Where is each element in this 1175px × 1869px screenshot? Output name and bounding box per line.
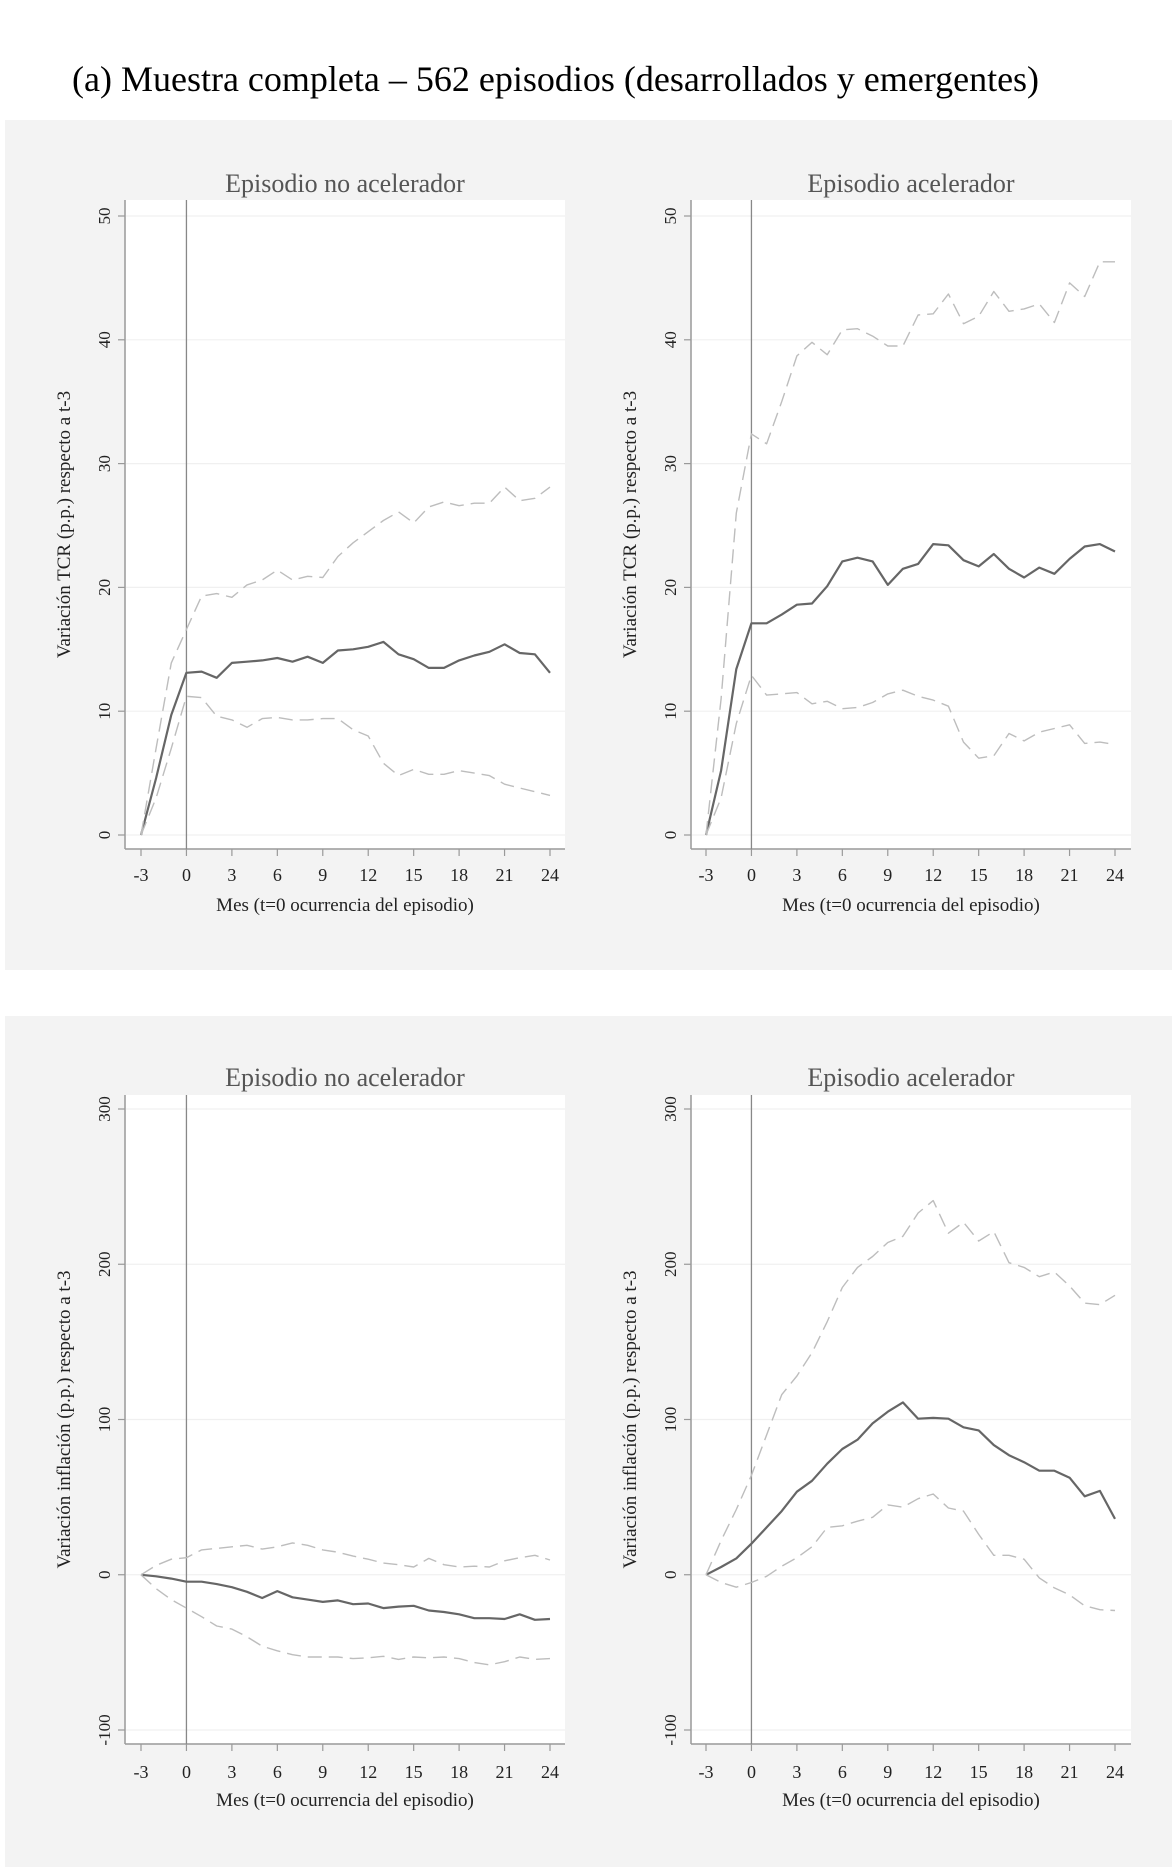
x-tick-label: 21: [496, 1762, 514, 1782]
upper-ci-line: [705, 261, 1115, 836]
mean-line: [140, 1573, 551, 1621]
y-tick-label: 50: [95, 208, 114, 225]
y-tick-label: 10: [95, 703, 114, 720]
chart-panel-1: Episodio no acelerador 0 10 20 30 40 50 -3 0 3 6 9 1…: [54, 169, 565, 916]
x-tick-label: 12: [924, 865, 942, 885]
x-tick-label: 6: [838, 1762, 847, 1782]
panel-title: Episodio acelerador: [807, 1063, 1015, 1092]
y-axis-label: Variación TCR (p.p.) respecto a t-3: [54, 391, 75, 658]
x-tick-label: -3: [699, 865, 714, 885]
x-tick-label: 9: [318, 865, 327, 885]
y-tick-label: 300: [95, 1096, 114, 1122]
x-tick-label: 0: [747, 1762, 756, 1782]
y-tick-label: 300: [661, 1096, 680, 1122]
panel-title: Episodio acelerador: [807, 169, 1015, 198]
x-tick-label: 3: [227, 865, 236, 885]
y-tick-label: 10: [661, 703, 680, 720]
y-tick-label: 20: [95, 579, 114, 596]
upper-ci-line: [140, 486, 551, 836]
x-tick-label: 15: [970, 1762, 988, 1782]
x-tick-label: 9: [883, 865, 892, 885]
x-tick-label: 6: [273, 1762, 282, 1782]
figure-title: (a) Muestra completa – 562 episodios (de…: [72, 59, 1040, 99]
x-tick-label: 18: [1015, 865, 1033, 885]
y-axis-label: Variación inflación (p.p.) respecto a t-…: [620, 1270, 641, 1568]
x-tick-label: 21: [1061, 1762, 1079, 1782]
mean-line: [705, 1401, 1116, 1576]
panel-title: Episodio no acelerador: [225, 1063, 465, 1092]
x-tick-label: 6: [838, 865, 847, 885]
x-tick-label: 9: [883, 1762, 892, 1782]
chart-panel-3: Episodio no acelerador -100 0 100 200 300 -3 0 3…: [54, 1063, 565, 1811]
y-tick-label: 0: [95, 1571, 114, 1580]
x-tick-label: 24: [541, 1762, 559, 1782]
y-tick-label: 200: [661, 1252, 680, 1278]
chart-panel-2: Episodio acelerador 0 10 20 30 40 50 -3 0 3 6 9 12 15…: [620, 169, 1131, 916]
x-tick-label: 12: [924, 1762, 942, 1782]
x-tick-label: 21: [496, 865, 514, 885]
x-tick-label: 18: [450, 865, 468, 885]
x-tick-label: 21: [1061, 865, 1079, 885]
y-tick-label: 30: [661, 455, 680, 472]
y-tick-label: 30: [95, 455, 114, 472]
y-tick-label: 200: [95, 1252, 114, 1278]
x-axis-label: Mes (t=0 ocurrencia del episodio): [216, 895, 474, 916]
x-tick-label: 3: [227, 1762, 236, 1782]
x-tick-label: 12: [359, 1762, 377, 1782]
chart-panel-4: Episodio acelerador -100 0 100 200 300 -3 0 3 6 9 1…: [620, 1063, 1131, 1811]
x-tick-label: 15: [970, 865, 988, 885]
y-tick-label: 100: [661, 1407, 680, 1433]
plot-area: [125, 200, 565, 849]
mean-line: [139, 640, 551, 836]
x-tick-label: 3: [792, 865, 801, 885]
lower-ci-line: [705, 1493, 1116, 1612]
y-tick-label: 40: [661, 331, 680, 348]
x-tick-label: 0: [747, 865, 756, 885]
y-tick-label: 50: [661, 208, 680, 225]
x-tick-label: 12: [359, 865, 377, 885]
y-tick-label: 40: [95, 331, 114, 348]
y-tick-label: 100: [95, 1407, 114, 1433]
x-tick-label: 9: [318, 1762, 327, 1782]
x-tick-label: 18: [450, 1762, 468, 1782]
x-axis-label: Mes (t=0 ocurrencia del episodio): [782, 1790, 1040, 1811]
x-tick-label: 15: [405, 865, 423, 885]
y-tick-label: 0: [661, 1571, 680, 1580]
x-tick-label: -3: [699, 1762, 714, 1782]
x-tick-label: 6: [273, 865, 282, 885]
y-tick-label: 20: [661, 579, 680, 596]
y-tick-label: -100: [661, 1714, 680, 1745]
y-tick-label: 0: [661, 831, 680, 840]
x-tick-label: 24: [1106, 1762, 1124, 1782]
y-tick-label: 0: [95, 831, 114, 840]
x-axis-label: Mes (t=0 ocurrencia del episodio): [782, 895, 1040, 916]
plot-area: [691, 200, 1131, 849]
lower-ci-line: [705, 674, 1116, 836]
x-tick-label: 18: [1015, 1762, 1033, 1782]
x-tick-label: 24: [1106, 865, 1124, 885]
y-tick-label: -100: [95, 1714, 114, 1745]
x-tick-label: 24: [541, 865, 559, 885]
lower-ci-line: [140, 1574, 551, 1666]
x-tick-label: 0: [182, 1762, 191, 1782]
x-tick-label: 15: [405, 1762, 423, 1782]
y-axis-label: Variación inflación (p.p.) respecto a t-…: [54, 1270, 75, 1568]
upper-ci-line: [140, 1542, 551, 1576]
x-tick-label: 3: [792, 1762, 801, 1782]
x-tick-label: -3: [134, 865, 149, 885]
x-tick-label: -3: [134, 1762, 149, 1782]
upper-ci-line: [705, 1199, 1116, 1576]
y-axis-label: Variación TCR (p.p.) respecto a t-3: [620, 391, 641, 658]
x-axis-label: Mes (t=0 ocurrencia del episodio): [216, 1790, 474, 1811]
x-tick-label: 0: [182, 865, 191, 885]
lower-ci-line: [140, 695, 551, 836]
mean-line: [704, 542, 1116, 836]
panel-title: Episodio no acelerador: [225, 169, 465, 198]
